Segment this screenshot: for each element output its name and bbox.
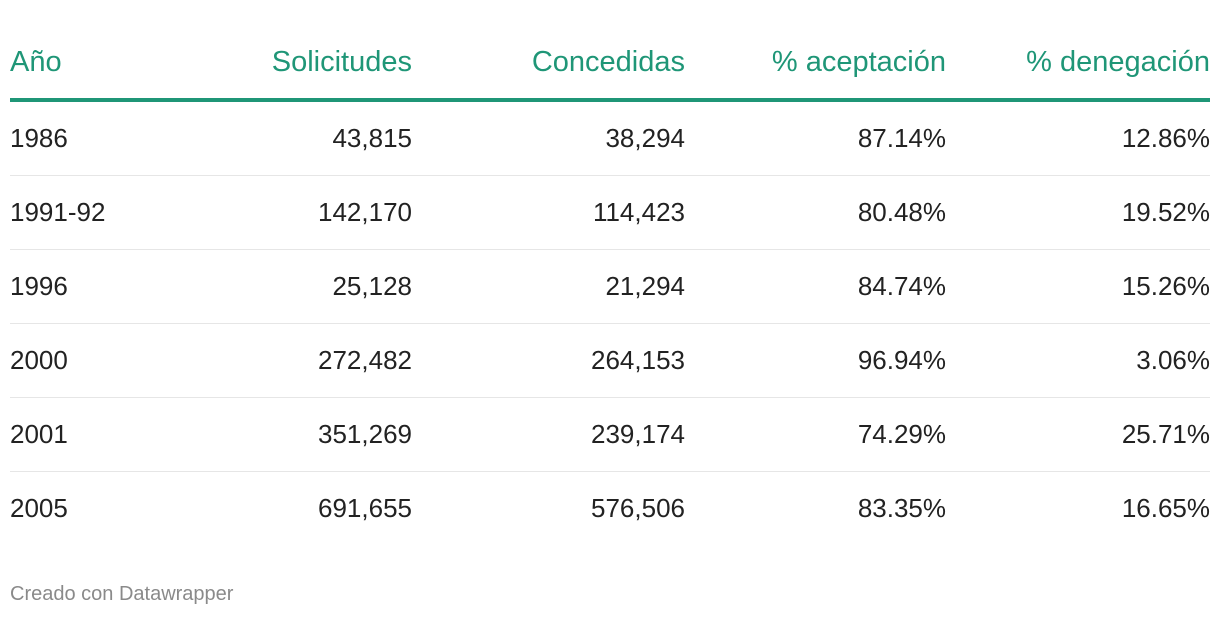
cell-granted: 576,506: [591, 493, 685, 523]
cell-denial: 3.06%: [946, 323, 1210, 398]
cell-acceptance: 74.29%: [685, 397, 946, 472]
column-header-requests[interactable]: Solicitudes: [210, 26, 412, 102]
cell-acceptance: 87.14%: [685, 100, 946, 176]
cell-granted: 38,294: [412, 100, 685, 176]
cell-requests: 43,815: [210, 100, 412, 176]
table-row: 2000 272,482 264,153 96.94% 3.06%: [10, 323, 1210, 398]
column-header-acceptance[interactable]: % aceptación: [685, 26, 946, 102]
data-table-container: Año Solicitudes Concedidas % aceptación …: [10, 26, 1210, 545]
table-body: 1986 43,815 38,294 87.14% 12.86% 1991-92…: [10, 100, 1210, 545]
cell-year: 2001: [10, 397, 210, 472]
cell-requests: 691,655: [318, 493, 412, 523]
column-header-granted[interactable]: Concedidas: [412, 26, 685, 102]
cell-requests: 272,482: [210, 323, 412, 398]
cell-acceptance: 96.94%: [685, 323, 946, 398]
table-row: 2001 351,269 239,174 74.29% 25.71%: [10, 397, 1210, 472]
column-header-year[interactable]: Año: [10, 26, 210, 102]
cell-acceptance: 80.48%: [685, 175, 946, 250]
cell-acceptance: 83.35%: [857, 493, 946, 523]
table-row: 2005 691,655 576,506 83.35% 16.65%: [10, 472, 1210, 546]
cell-denial: 12.86%: [946, 100, 1210, 176]
table-row: 1996 25,128 21,294 84.74% 15.26%: [10, 249, 1210, 324]
column-header-denial[interactable]: % denegación: [946, 26, 1210, 102]
cell-year: 1991-92: [10, 175, 210, 250]
cell-denial: 19.52%: [946, 175, 1210, 250]
table-row: 1991-92 142,170 114,423 80.48% 19.52%: [10, 175, 1210, 250]
datawrapper-credit: Creado con Datawrapper: [10, 583, 234, 605]
cell-acceptance: 84.74%: [685, 249, 946, 324]
cell-year: 1986: [10, 100, 210, 176]
cell-denial: 25.71%: [946, 397, 1210, 472]
cell-granted: 239,174: [412, 397, 685, 472]
data-table: Año Solicitudes Concedidas % aceptación …: [10, 26, 1210, 545]
cell-year: 1996: [10, 249, 210, 324]
cell-requests: 25,128: [210, 249, 412, 324]
cell-requests: 142,170: [210, 175, 412, 250]
cell-granted: 21,294: [412, 249, 685, 324]
cell-granted: 114,423: [412, 175, 685, 250]
cell-denial: 16.65%: [1121, 493, 1210, 523]
cell-requests: 351,269: [210, 397, 412, 472]
table-header: Año Solicitudes Concedidas % aceptación …: [10, 26, 1210, 102]
cell-denial: 15.26%: [946, 249, 1210, 324]
cell-granted: 264,153: [412, 323, 685, 398]
table-row: 1986 43,815 38,294 87.14% 12.86%: [10, 100, 1210, 176]
cell-year: 2000: [10, 323, 210, 398]
header-row: Año Solicitudes Concedidas % aceptación …: [10, 26, 1210, 102]
cell-year: 2005: [10, 493, 68, 523]
